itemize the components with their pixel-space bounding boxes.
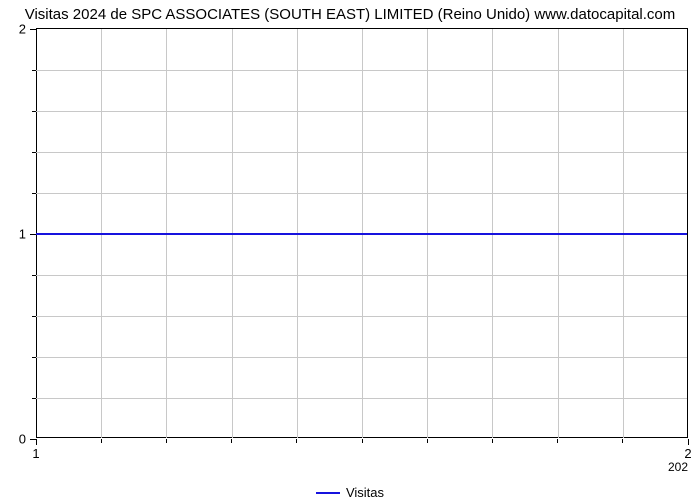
gridline-horizontal: [36, 70, 687, 71]
y-minor-tick: [32, 152, 36, 153]
y-minor-tick: [32, 357, 36, 358]
footer-right-label: 202: [668, 460, 688, 474]
x-minor-tick: [166, 439, 167, 443]
x-minor-tick: [296, 439, 297, 443]
x-minor-tick: [231, 439, 232, 443]
gridline-horizontal: [36, 111, 687, 112]
gridline-horizontal: [36, 152, 687, 153]
chart-title: Visitas 2024 de SPC ASSOCIATES (SOUTH EA…: [0, 6, 700, 23]
y-tick-label: 1: [19, 227, 26, 242]
x-minor-tick: [362, 439, 363, 443]
x-minor-tick: [557, 439, 558, 443]
y-tick: [30, 29, 36, 30]
x-tick-label: 2: [684, 446, 691, 461]
gridline-horizontal: [36, 316, 687, 317]
y-minor-tick: [32, 70, 36, 71]
legend-swatch: [316, 492, 340, 494]
legend: Visitas: [0, 484, 700, 500]
y-minor-tick: [32, 111, 36, 112]
x-minor-tick: [101, 439, 102, 443]
gridline-horizontal: [36, 275, 687, 276]
x-tick-label: 1: [32, 446, 39, 461]
legend-label: Visitas: [346, 485, 384, 500]
x-tick: [688, 439, 689, 445]
plot-area: 01212: [36, 28, 688, 438]
series-line: [36, 233, 687, 235]
y-minor-tick: [32, 275, 36, 276]
x-minor-tick: [427, 439, 428, 443]
y-tick-label: 2: [19, 22, 26, 37]
x-minor-tick: [492, 439, 493, 443]
x-minor-tick: [622, 439, 623, 443]
y-tick-label: 0: [19, 432, 26, 447]
y-minor-tick: [32, 193, 36, 194]
gridline-horizontal: [36, 398, 687, 399]
x-tick: [36, 439, 37, 445]
gridline-horizontal: [36, 357, 687, 358]
gridline-horizontal: [36, 193, 687, 194]
y-minor-tick: [32, 398, 36, 399]
y-minor-tick: [32, 316, 36, 317]
